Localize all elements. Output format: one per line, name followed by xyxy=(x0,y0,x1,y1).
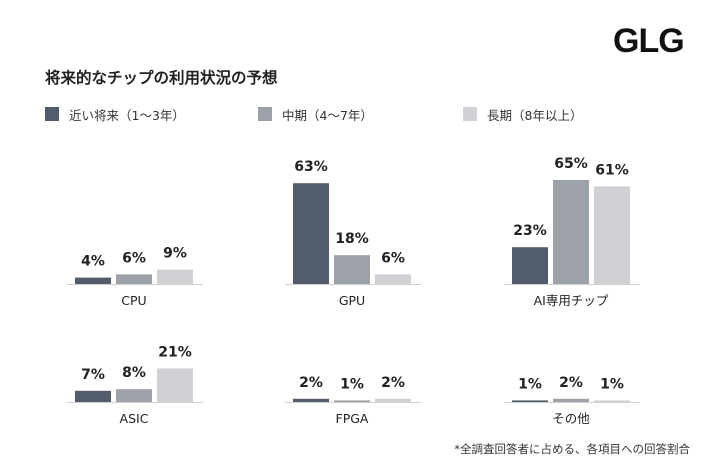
chart-title: 将来的なチップの利用状況の予想 xyxy=(45,69,278,87)
panel-5-category-label: その他 xyxy=(552,411,590,426)
legend-swatch-mid-term xyxy=(258,107,272,121)
panel-5-value-label-2: 2% xyxy=(559,375,583,391)
legend-swatch-near-term xyxy=(45,107,59,121)
panel-4-value-label-2: 1% xyxy=(340,376,364,392)
panel-1-bar-2 xyxy=(334,255,370,284)
panel-5-bar-1 xyxy=(512,400,548,402)
panel-1-value-label-1: 63% xyxy=(294,159,328,175)
panel-1-bar-3 xyxy=(375,274,411,284)
panel-5-bar-2 xyxy=(553,398,589,402)
panel-4-category-label: FPGA xyxy=(336,411,369,426)
panel-0-bar-1 xyxy=(75,277,111,284)
panel-1-category-label: GPU xyxy=(339,293,365,308)
legend-item-near-term: 近い将来（1〜3年） xyxy=(45,106,185,123)
panel-3-value-label-2: 8% xyxy=(122,365,146,381)
panel-0-category-label: CPU xyxy=(121,293,146,308)
panel-4-bar-1 xyxy=(293,398,329,402)
panel-2-category-label: AI専用チップ xyxy=(534,293,609,308)
panel-4-value-label-3: 2% xyxy=(381,375,405,391)
panel-5-value-label-3: 1% xyxy=(600,376,624,392)
panel-2-value-label-1: 23% xyxy=(513,223,547,239)
panel-2-bar-3 xyxy=(594,186,630,284)
panel-4-bar-2 xyxy=(334,400,370,402)
panel-0-bar-3 xyxy=(157,269,193,284)
panel-1-value-label-2: 18% xyxy=(335,231,369,247)
panel-4-value-label-1: 2% xyxy=(299,375,323,391)
glg-logo: GLG xyxy=(613,22,685,60)
panel-0-value-label-1: 4% xyxy=(81,254,105,270)
panel-2-bar-2 xyxy=(553,180,589,284)
panel-2-value-label-3: 61% xyxy=(595,162,629,178)
legend-label-near-term: 近い将来（1〜3年） xyxy=(69,107,185,123)
legend-item-mid-term: 中期（4〜7年） xyxy=(258,106,373,123)
legend-label-mid-term: 中期（4〜7年） xyxy=(282,107,373,123)
footnote: *全調査回答者に占める、各項目への回答割合 xyxy=(454,442,690,456)
panel-3-category-label: ASIC xyxy=(120,411,149,426)
panel-2-bar-1 xyxy=(512,247,548,284)
panel-0-value-label-3: 9% xyxy=(163,246,187,262)
panel-5-value-label-1: 1% xyxy=(518,376,542,392)
panel-5-bar-3 xyxy=(594,400,630,402)
panel-0-value-label-2: 6% xyxy=(122,250,146,266)
panel-3-value-label-3: 21% xyxy=(158,344,192,360)
panel-1-bar-1 xyxy=(293,183,329,284)
panel-2-value-label-2: 65% xyxy=(554,156,588,172)
legend-item-long-term: 長期（8年以上） xyxy=(463,106,583,123)
panel-3-value-label-1: 7% xyxy=(81,367,105,383)
legend-label-long-term: 長期（8年以上） xyxy=(487,107,583,123)
panel-3-bar-2 xyxy=(116,389,152,402)
panel-4-bar-3 xyxy=(375,398,411,402)
panel-3-bar-3 xyxy=(157,368,193,402)
legend-swatch-long-term xyxy=(463,107,477,121)
panel-3-bar-1 xyxy=(75,390,111,402)
panel-0-bar-2 xyxy=(116,274,152,284)
panel-1-value-label-3: 6% xyxy=(381,250,405,266)
